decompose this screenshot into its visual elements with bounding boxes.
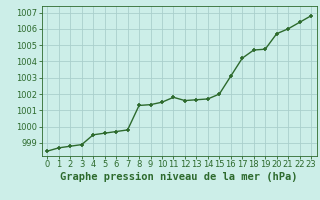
- X-axis label: Graphe pression niveau de la mer (hPa): Graphe pression niveau de la mer (hPa): [60, 172, 298, 182]
